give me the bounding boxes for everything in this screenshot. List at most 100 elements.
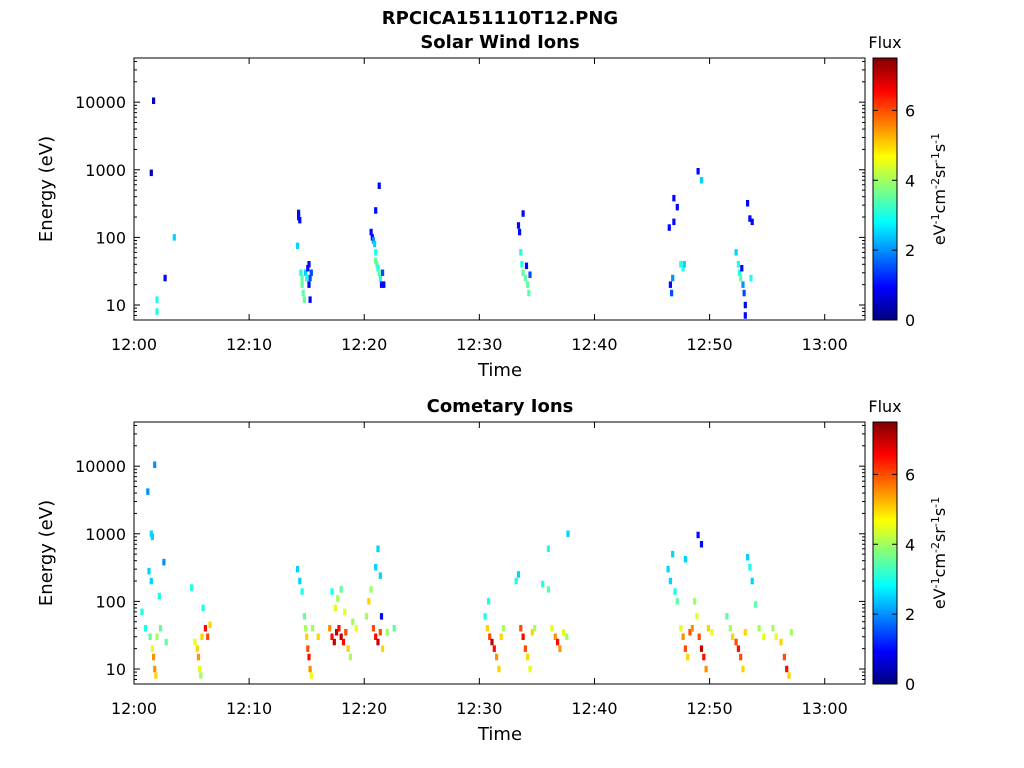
heatmap-cell — [521, 269, 525, 276]
heatmap-cell — [152, 97, 156, 104]
y-tick-label: 100 — [95, 228, 126, 247]
heatmap-cell — [754, 601, 758, 608]
heatmap-cell — [739, 274, 743, 282]
heatmap-cell — [307, 653, 311, 661]
heatmap-cell — [378, 274, 382, 282]
heatmap-cell — [668, 577, 672, 585]
heatmap-cell — [155, 296, 159, 303]
heatmap-cell — [301, 289, 305, 297]
heatmap-cell — [155, 633, 159, 640]
heatmap-cell — [561, 629, 565, 636]
heatmap-cell — [307, 261, 311, 268]
heatmap-cell — [556, 638, 560, 646]
heatmap-cell — [495, 653, 499, 661]
heatmap-cell — [341, 638, 346, 646]
heatmap-cell — [158, 625, 163, 632]
heatmap-cell — [748, 215, 752, 222]
heatmap-cell — [374, 633, 378, 640]
heatmap-cell — [746, 200, 750, 207]
heatmap-cell — [148, 633, 152, 640]
heatmap-cell — [374, 207, 378, 214]
heatmap-cell — [303, 625, 308, 632]
heatmap-cell — [492, 645, 496, 652]
heatmap-cell — [306, 265, 310, 272]
heatmap-cell — [308, 274, 312, 282]
heatmap-cells — [149, 97, 754, 319]
heatmap-cell — [307, 281, 311, 288]
x-axis: 12:00 12:10 12:20 12:30 12:40 12:50 13:00 — [111, 58, 848, 354]
heatmap-cell — [553, 633, 557, 640]
heatmap-cell — [374, 249, 378, 256]
heatmap-cell — [518, 228, 522, 236]
heatmap-cell — [789, 629, 793, 636]
heatmap-cell — [300, 274, 304, 282]
heatmap-cell — [297, 209, 301, 217]
heatmap-cell — [739, 653, 743, 661]
x-tick-label: 12:30 — [456, 699, 502, 718]
heatmap-cell — [339, 633, 343, 640]
heatmap-cell — [150, 645, 154, 652]
heatmap-cell — [348, 653, 352, 661]
colorbar-tick-label: 2 — [905, 605, 915, 624]
heatmap-cell — [155, 308, 159, 315]
heatmap-cell — [673, 588, 677, 595]
heatmap-cell — [309, 672, 313, 679]
colorbar-tick-label: 4 — [905, 171, 915, 190]
y-tick-label: 10 — [106, 660, 126, 679]
heatmap-cell — [704, 665, 708, 673]
heatmap-cell — [497, 665, 501, 673]
y-axis: 10 100 1000 10000 — [75, 60, 865, 321]
x-axis-label: Time — [477, 360, 522, 381]
heatmap-cell — [696, 531, 700, 539]
heatmap-cell — [530, 629, 534, 636]
heatmap-cell — [526, 653, 530, 661]
heatmap-cell — [679, 625, 683, 632]
colorbar-tick-label: 0 — [905, 311, 915, 330]
heatmap-cell — [737, 269, 742, 276]
heatmap-cell — [328, 625, 332, 632]
y-tick-label: 100 — [95, 592, 126, 611]
heatmap-cell — [382, 281, 386, 288]
heatmap-cell — [376, 265, 380, 272]
heatmap-cell — [728, 625, 732, 632]
panel-solar-wind: Solar Wind Ions 10 100 1000 10000 12:00 12:1… — [36, 32, 949, 381]
heatmap-cell — [143, 625, 148, 632]
x-tick-label: 12:00 — [111, 699, 157, 718]
heatmap-cell — [521, 210, 525, 217]
heatmap-cell — [195, 645, 199, 652]
x-tick-label: 13:00 — [802, 699, 848, 718]
y-axis-label: Energy (eV) — [36, 136, 57, 242]
heatmap-cell — [339, 586, 343, 593]
heatmap-cell — [381, 269, 385, 276]
heatmap-cell — [787, 672, 791, 679]
x-tick-label: 12:50 — [687, 335, 733, 354]
heatmap-cell — [354, 625, 358, 632]
heatmap-cell — [371, 625, 375, 632]
heatmap-cell — [298, 577, 302, 585]
heatmap-cell — [374, 564, 378, 571]
colorbar-ticks: 0 2 4 6 — [873, 465, 915, 694]
heatmap-cell — [683, 556, 687, 563]
heatmap-cell — [683, 645, 687, 652]
heatmap-cell — [305, 633, 309, 640]
x-tick-label: 12:20 — [341, 699, 387, 718]
heatmap-cell — [699, 177, 704, 184]
heatmap-cell — [746, 554, 750, 561]
heatmap-cell — [748, 564, 752, 571]
heatmap-cell — [157, 592, 161, 600]
heatmap-cell — [203, 625, 207, 632]
heatmap-cell — [668, 281, 672, 288]
colorbar-ticks: 0 2 4 6 — [873, 101, 915, 330]
heatmap-cell — [679, 261, 683, 268]
heatmap-cell — [164, 638, 168, 646]
heatmap-cell — [330, 633, 334, 640]
heatmap-cell — [672, 218, 676, 226]
x-axis: 12:00 12:10 12:20 12:30 12:40 12:50 13:00 — [111, 422, 848, 718]
heatmap-cell — [523, 274, 527, 282]
heatmap-cell — [520, 261, 524, 268]
heatmap-cell — [140, 608, 144, 616]
heatmap-cell — [392, 625, 396, 632]
panel-title: Cometary Ions — [427, 396, 574, 417]
heatmap-cell — [779, 638, 783, 646]
heatmap-cell — [725, 613, 729, 620]
